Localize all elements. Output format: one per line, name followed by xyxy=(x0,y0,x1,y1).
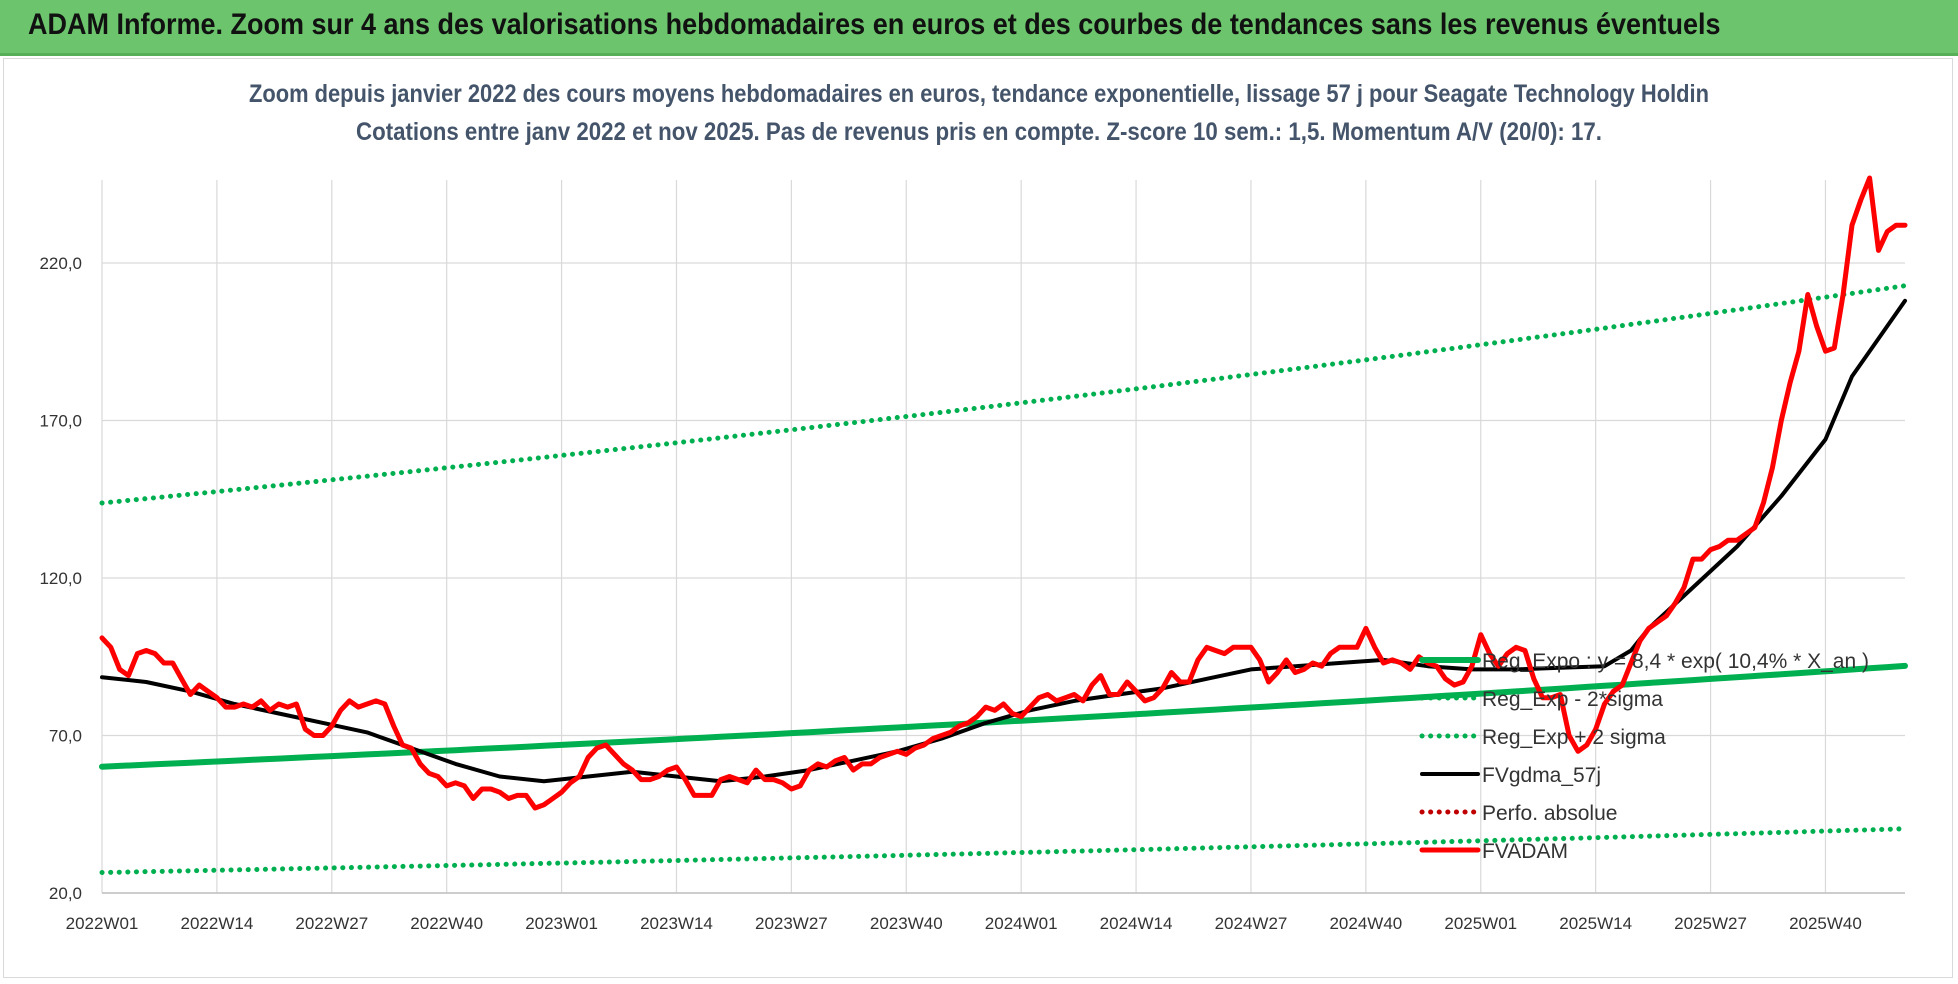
series-line-reg-exp-2-sigma xyxy=(99,826,1908,875)
y-axis-ticks: 20,0 70,0 120,0 170,0 220,0 xyxy=(39,254,82,903)
chart-title-line-1: Zoom depuis janvier 2022 des cours moyen… xyxy=(249,80,1709,108)
legend-label: Reg_Expo : y = 8,4 * exp( 10,4% * X_an ) xyxy=(1482,650,1869,673)
x-tick-label: 2023W27 xyxy=(755,914,828,933)
x-tick-label: 2024W40 xyxy=(1329,914,1402,933)
chart-frame xyxy=(3,58,1953,978)
x-tick-label: 2024W14 xyxy=(1100,914,1173,933)
x-tick-label: 2022W01 xyxy=(66,914,139,933)
chart-legend: Reg_Expo : y = 8,4 * exp( 10,4% * X_an )… xyxy=(1419,650,1869,863)
legend-label: Perfo. absolue xyxy=(1482,802,1617,825)
series-line-reg-exp-2-sigma xyxy=(99,283,1908,506)
x-tick-label: 2022W40 xyxy=(410,914,483,933)
y-tick-label: 170,0 xyxy=(39,412,82,431)
x-axis-ticks: 2022W01 2022W14 2022W27 2022W40 2023W01 2023W… xyxy=(66,914,1862,933)
y-tick-label: 220,0 xyxy=(39,254,82,273)
series-group xyxy=(99,175,1908,875)
x-tick-label: 2025W27 xyxy=(1674,914,1747,933)
banner-title: ADAM Informe. Zoom sur 4 ans des valoris… xyxy=(28,8,1721,41)
chart-title-line-2: Cotations entre janv 2022 et nov 2025. P… xyxy=(356,118,1602,146)
legend-label: Reg_Exp + 2 sigma xyxy=(1482,726,1666,749)
x-tick-label: 2024W27 xyxy=(1215,914,1288,933)
x-tick-label: 2022W14 xyxy=(181,914,254,933)
y-tick-label: 70,0 xyxy=(49,727,82,746)
x-tick-label: 2024W01 xyxy=(985,914,1058,933)
x-tick-label: 2023W40 xyxy=(870,914,943,933)
report-banner: ADAM Informe. Zoom sur 4 ans des valoris… xyxy=(0,0,1958,56)
grid-lines xyxy=(101,180,1905,894)
y-tick-label: 120,0 xyxy=(39,569,82,588)
x-tick-label: 2025W01 xyxy=(1444,914,1517,933)
legend-label: FVgdma_57j xyxy=(1482,764,1601,787)
y-tick-label: 20,0 xyxy=(49,884,82,903)
series-line-reg-expo-y-8-4-exp-10-4-x-an xyxy=(99,662,1908,770)
x-tick-label: 2023W14 xyxy=(640,914,713,933)
x-tick-label: 2023W01 xyxy=(525,914,598,933)
x-tick-label: 2025W14 xyxy=(1559,914,1632,933)
x-tick-label: 2022W27 xyxy=(295,914,368,933)
series-line-fvadam xyxy=(99,175,1908,811)
x-tick-label: 2025W40 xyxy=(1789,914,1862,933)
legend-label: Reg_Exp - 2*sigma xyxy=(1482,688,1663,711)
legend-label: FVADAM xyxy=(1482,840,1568,863)
